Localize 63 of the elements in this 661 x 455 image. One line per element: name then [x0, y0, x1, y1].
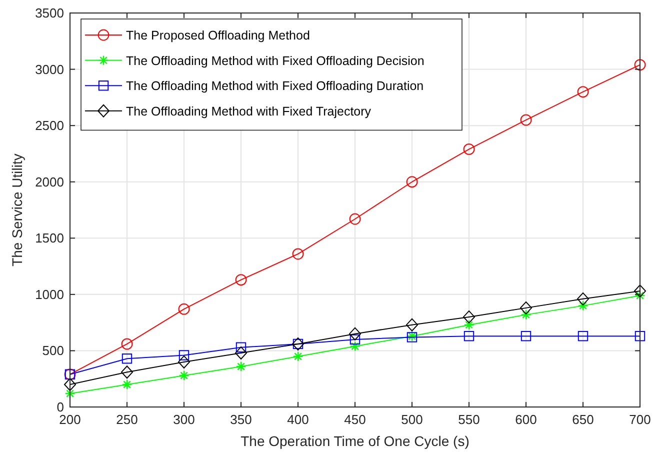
y-tick-label: 1000 — [35, 286, 64, 302]
point — [578, 300, 588, 311]
point — [463, 310, 475, 324]
point — [178, 350, 190, 360]
legend-label: The Proposed Offloading Method — [126, 28, 310, 42]
y-tick-label: 3500 — [35, 6, 64, 20]
x-axis-title: The Operation Time of One Cycle (s) — [240, 433, 470, 449]
point — [349, 213, 361, 225]
y-tick-label: 500 — [42, 343, 64, 358]
point — [235, 346, 247, 360]
y-tick-label: 0 — [56, 400, 64, 414]
point — [122, 379, 132, 390]
point — [406, 318, 418, 332]
point — [463, 144, 475, 155]
point — [121, 366, 133, 379]
point — [350, 334, 360, 345]
y-tick-label: 2000 — [35, 174, 64, 190]
point — [634, 330, 646, 342]
point — [235, 274, 247, 286]
point — [236, 361, 246, 372]
point — [577, 86, 589, 98]
point — [634, 59, 646, 70]
y-tick-label: 1500 — [35, 230, 64, 246]
legend-label: The Offloading Method with Fixed Trajectory — [126, 104, 372, 118]
y-axis-title: The Service Utility — [9, 154, 25, 266]
point — [350, 341, 360, 352]
x-tick-label: 350 — [230, 412, 252, 427]
point — [178, 370, 190, 381]
point — [178, 355, 190, 368]
point — [520, 330, 532, 342]
x-tick-label: 600 — [515, 412, 537, 427]
x-tick-label: 450 — [344, 412, 366, 427]
point — [634, 290, 646, 301]
point — [577, 292, 589, 306]
legend-label: The Offloading Method with Fixed Offloading Duration — [126, 79, 424, 94]
point — [122, 353, 132, 364]
point — [520, 114, 532, 126]
x-tick-label: 550 — [458, 412, 480, 427]
point — [349, 327, 361, 340]
point — [292, 351, 304, 362]
point — [64, 388, 76, 399]
y-tick-label: 2500 — [35, 118, 64, 134]
y-tick-label: 3000 — [35, 62, 64, 77]
point — [520, 301, 532, 314]
point — [178, 303, 190, 315]
point — [520, 309, 532, 320]
point — [464, 330, 474, 342]
x-tick-label: 700 — [629, 412, 651, 427]
x-tick-label: 300 — [173, 412, 195, 427]
x-tick-label: 500 — [401, 412, 423, 427]
x-tick-label: 250 — [116, 412, 138, 427]
legend-label: The Offloading Method with Fixed Offloading Decision — [126, 54, 424, 68]
point — [64, 378, 76, 391]
point — [292, 248, 304, 260]
point — [634, 284, 646, 298]
point — [578, 330, 588, 342]
point — [236, 342, 246, 352]
x-tick-label: 650 — [572, 412, 594, 427]
x-tick-label: 200 — [59, 412, 81, 427]
x-tick-label: 400 — [287, 412, 309, 427]
point — [464, 320, 474, 330]
point — [121, 338, 133, 350]
point — [406, 176, 418, 188]
